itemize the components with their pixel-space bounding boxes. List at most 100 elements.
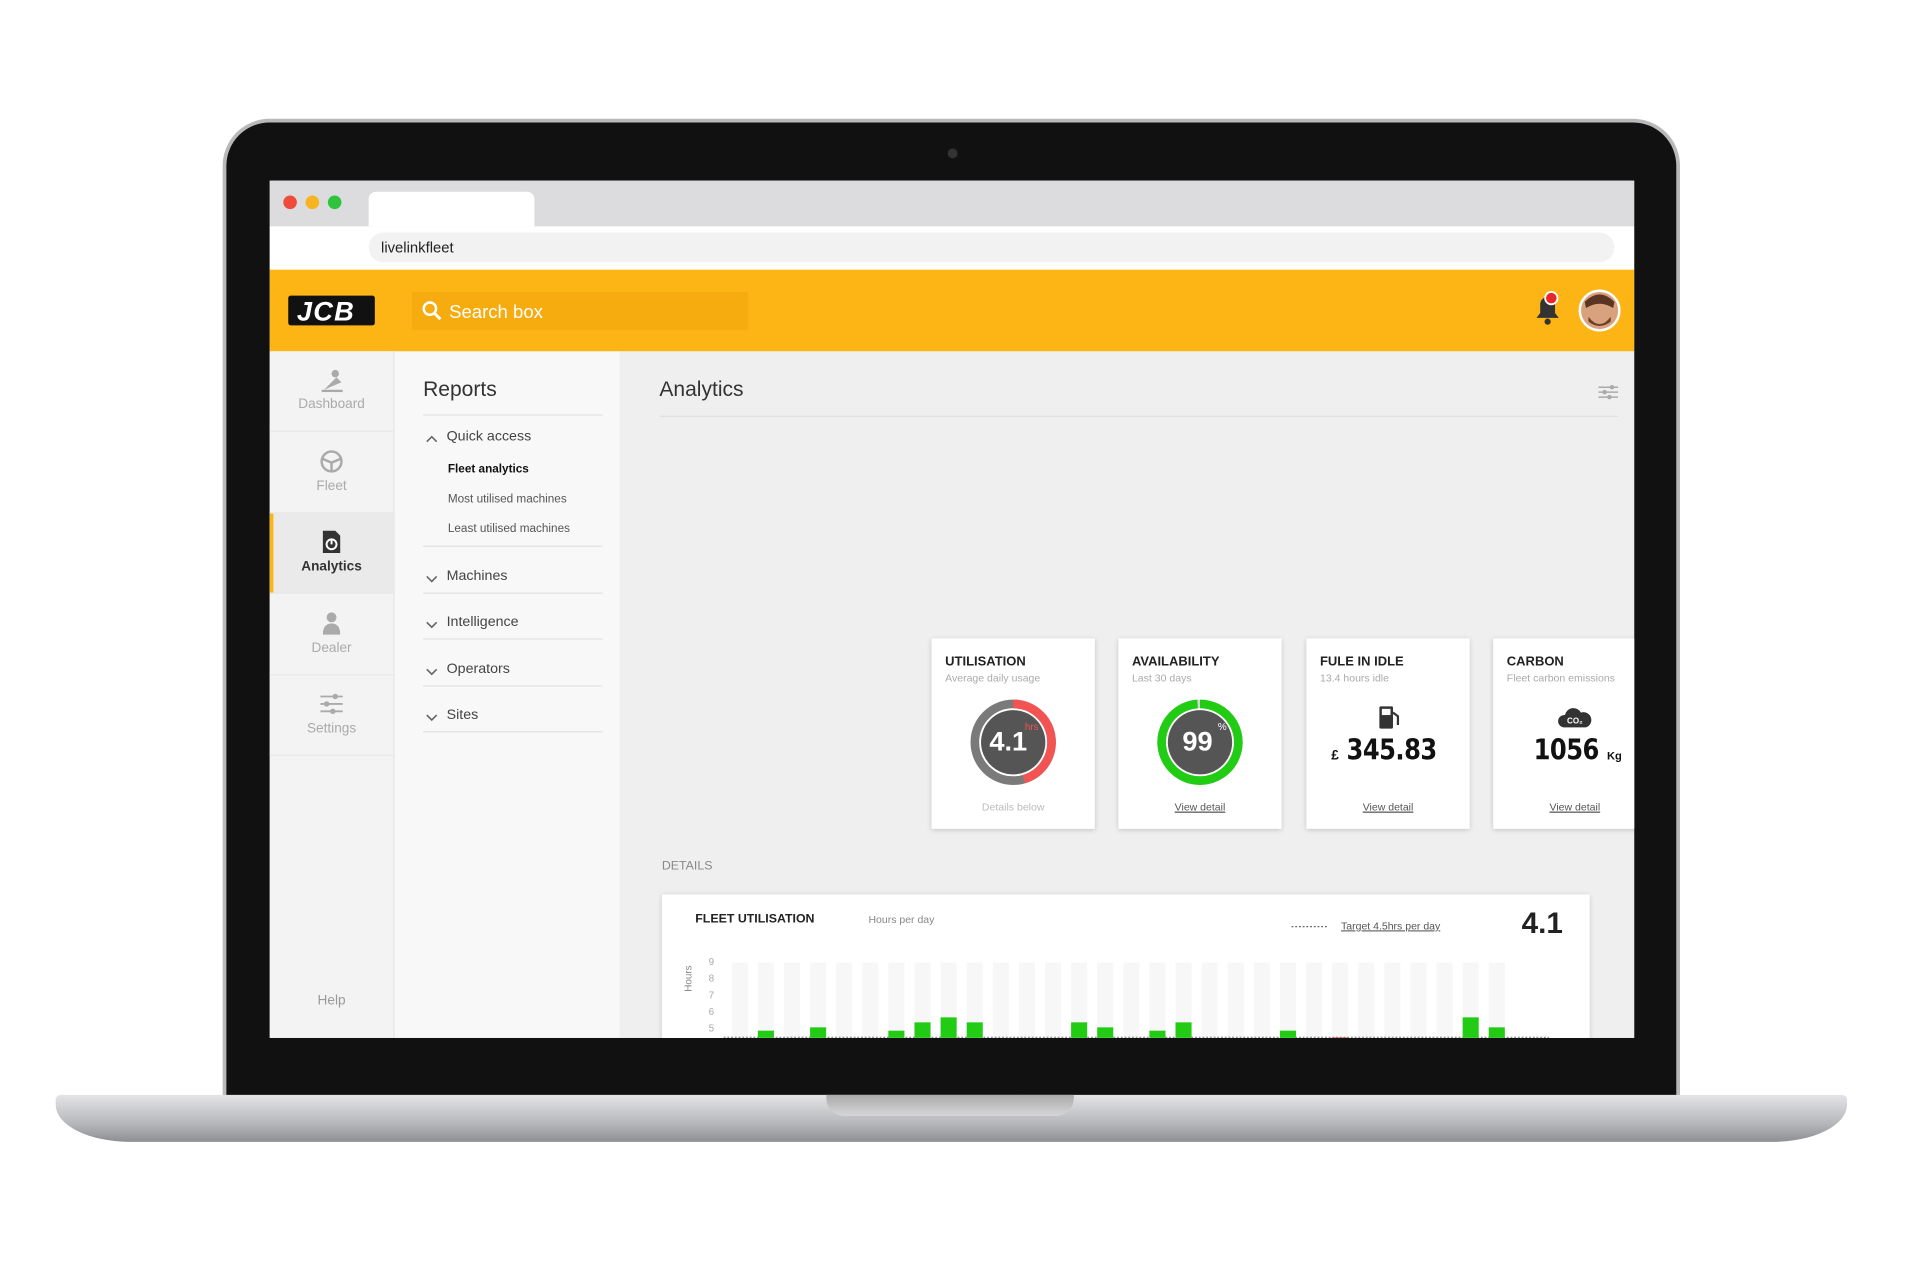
search-placeholder: Search box — [449, 301, 543, 323]
maximize-button[interactable] — [327, 195, 342, 210]
sidebar-item[interactable]: Fleet — [269, 432, 394, 513]
sidebar-label: Dashboard — [298, 397, 365, 412]
bar — [1488, 1027, 1505, 1038]
bar — [1097, 1027, 1114, 1038]
card-value-row: £345.83 — [1306, 735, 1469, 767]
bar-background — [1201, 962, 1218, 1038]
card-link[interactable]: View detail — [1362, 800, 1414, 813]
reports-title: Reports — [423, 377, 497, 401]
y-tick-label: 9 — [709, 957, 715, 968]
bar — [914, 1022, 931, 1038]
y-tick-label: 5 — [709, 1024, 715, 1035]
bar — [1462, 1017, 1479, 1038]
bar-background — [1332, 962, 1349, 1038]
bar — [888, 1030, 905, 1038]
section-label[interactable]: Machines — [446, 568, 508, 584]
card-link[interactable]: View detail — [1174, 800, 1226, 813]
bar-background — [1384, 962, 1401, 1038]
report-link[interactable]: Fleet analytics — [447, 462, 529, 477]
bar-background — [1123, 962, 1140, 1038]
section-label[interactable]: Sites — [446, 707, 479, 723]
card-unit: Kg — [1607, 749, 1622, 763]
chevron-shape — [426, 575, 438, 582]
section-label[interactable]: Quick access — [446, 429, 532, 445]
logo[interactable]: JCB — [288, 295, 375, 327]
page-title: Analytics — [659, 377, 744, 401]
chevron[interactable] — [426, 713, 438, 723]
user-avatar[interactable] — [1578, 289, 1621, 332]
card-subtitle: Average daily usage — [945, 671, 1041, 685]
bar-background — [1149, 962, 1166, 1038]
address-bar[interactable]: livelinkfleet — [368, 232, 1615, 263]
details-label: DETAILS — [661, 859, 713, 874]
kpi-card: AVAILABILITY Last 30 days View detail 99% — [1118, 638, 1282, 829]
card-link[interactable]: View detail — [1549, 800, 1601, 813]
chart-card: FLEET UTILISATION Hours per day Target 4.5… — [661, 894, 1590, 1038]
bar — [1332, 1037, 1349, 1038]
bar-background — [1306, 962, 1323, 1038]
bar-background — [1436, 962, 1453, 1038]
divider — [423, 684, 603, 686]
screen: livelinkfleet JCB Search box Help Dashbo… — [269, 180, 1635, 1038]
bar — [966, 1022, 983, 1038]
bar-background — [810, 962, 827, 1038]
gauge-value: 4.1 — [989, 726, 1027, 757]
app-header: JCB Search box — [269, 269, 1635, 352]
search-box[interactable]: Search box — [411, 291, 749, 331]
chart-summary: 4.1 — [1522, 907, 1563, 940]
currency: £ — [1331, 748, 1339, 764]
url: livelinkfleet — [381, 238, 454, 257]
card-value: 345.83 — [1346, 734, 1438, 768]
bar-background — [966, 962, 983, 1038]
sidebar-icon — [322, 611, 341, 635]
section-label[interactable]: Operators — [446, 661, 510, 677]
bar-background — [1358, 962, 1375, 1038]
bar-background — [1018, 962, 1035, 1038]
gauge-arc — [1013, 699, 1056, 784]
close-button[interactable] — [283, 195, 297, 210]
card-title: UTILISATION — [945, 654, 1026, 670]
bar-background — [1227, 962, 1244, 1038]
gauge: 99% — [1157, 699, 1243, 785]
bar — [1149, 1030, 1166, 1038]
bar-background — [757, 962, 774, 1038]
chevron[interactable] — [426, 666, 438, 676]
bar-background — [731, 962, 748, 1038]
bar-background — [1071, 962, 1088, 1038]
section-label[interactable]: Intelligence — [446, 614, 519, 630]
chevron[interactable] — [426, 434, 438, 444]
browser-tab[interactable] — [368, 191, 535, 227]
chevron[interactable] — [426, 620, 438, 630]
cloud-icon: CO₂ — [1558, 708, 1592, 728]
bar-background — [1097, 962, 1114, 1038]
legend-target-label: Target 4.5hrs per day — [1341, 920, 1441, 932]
chevron-shape — [426, 621, 438, 629]
sidebar-item[interactable]: Dashboard — [269, 351, 394, 432]
gauge-center — [981, 710, 1046, 775]
kpi-card: CARBON Fleet carbon emissions View detail C… — [1493, 638, 1635, 829]
card-subtitle: 13.4 hours idle — [1319, 671, 1389, 685]
camera — [947, 148, 958, 159]
bar-background — [888, 962, 905, 1038]
sidebar-label: Settings — [306, 721, 357, 737]
sidebar-item[interactable]: Dealer — [269, 594, 394, 675]
filter-icon[interactable] — [1598, 384, 1619, 400]
report-link[interactable]: Least utilised machines — [447, 522, 570, 536]
help-link[interactable]: Help — [317, 993, 346, 1009]
search-icon — [422, 301, 442, 321]
card-value: 1056 — [1533, 734, 1600, 768]
bar-chart: FLEET UTILISATION Hours per day Target 4.5… — [684, 907, 1563, 1038]
report-link[interactable]: Most utilised machines — [447, 492, 567, 506]
sidebar-item[interactable]: Analytics — [269, 513, 394, 594]
bar — [1175, 1022, 1192, 1038]
bar — [940, 1017, 957, 1038]
sidebar-item[interactable]: Settings — [269, 675, 394, 756]
divider — [423, 591, 603, 594]
bar-background — [783, 962, 801, 1038]
minimize-button[interactable] — [305, 195, 320, 210]
bar-background — [1044, 962, 1062, 1038]
bar-background — [836, 962, 853, 1038]
chevron[interactable] — [426, 573, 438, 583]
bar-background — [862, 962, 879, 1038]
notification-bell[interactable] — [1532, 291, 1564, 328]
